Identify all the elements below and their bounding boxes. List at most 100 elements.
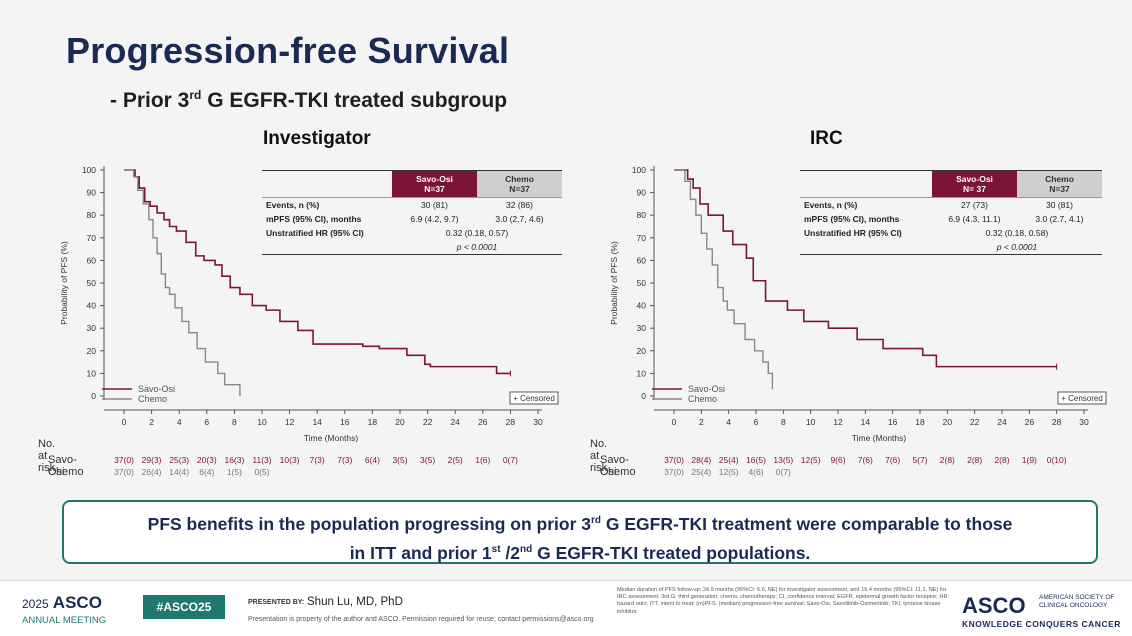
x-tick-label: 2 <box>699 417 704 427</box>
risk-chemo-cell: 37(0) <box>114 467 134 477</box>
x-tick-label: 26 <box>478 417 488 427</box>
risk-header: No. at risk <box>590 438 608 474</box>
risk-chemo-cell: 25(4) <box>691 467 712 477</box>
x-tick-label: 22 <box>970 417 980 427</box>
savo-column-header: Savo-Osi N=37 <box>392 170 477 198</box>
risk-savo-cell: 1(9) <box>1021 455 1037 465</box>
conclusion-line-2: in ITT and prior 1st /2nd G EGFR-TKI tre… <box>349 542 811 563</box>
x-tick-label: 24 <box>450 417 460 427</box>
legend-label: Savo-Osi <box>688 384 725 394</box>
risk-savo-cell: 16(5) <box>746 455 766 465</box>
x-tick-label: 20 <box>943 417 953 427</box>
risk-savo-cell: 0(7) <box>502 455 518 465</box>
asco-logo: ASCO <box>962 593 1026 618</box>
footer: 2025 ASCO ANNUAL MEETING #ASCO25 PRESENT… <box>0 580 1132 636</box>
censored-key: + Censored <box>509 391 559 405</box>
irc-title: IRC <box>810 128 843 149</box>
chemo-column-header: Chemo N=37 <box>477 170 562 198</box>
risk-savo-cell: 3(5) <box>392 455 408 465</box>
x-tick-label: 8 <box>232 417 237 427</box>
x-tick-label: 12 <box>833 417 843 427</box>
x-tick-label: 4 <box>177 417 182 427</box>
savo-column-header: Savo-Osi N= 37 <box>932 170 1017 198</box>
risk-chemo-cell: 0(7) <box>775 467 791 477</box>
investigator-stats-table: Savo-Osi N=37 Chemo N=37 Events, n (%) 30 (… <box>262 170 562 255</box>
risk-chemo-cell: 1(5) <box>226 467 242 477</box>
risk-savo-cell: 7(6) <box>885 455 901 465</box>
x-tick-label: 24 <box>997 417 1007 427</box>
risk-savo-cell: 12(5) <box>800 455 821 465</box>
x-tick-label: 14 <box>861 417 871 427</box>
tagline: KNOWLEDGE CONQUERS CANCER <box>962 619 1121 629</box>
x-tick-label: 16 <box>340 417 350 427</box>
risk-chemo-label: Chemo <box>600 466 636 478</box>
risk-savo-cell: 25(3) <box>169 455 190 465</box>
risk-savo-cell: 1(6) <box>475 455 491 465</box>
risk-savo-label: Savo-Osi <box>48 454 77 478</box>
censored-label: + Censored <box>513 394 555 403</box>
censored-box <box>1057 391 1107 405</box>
risk-savo-cell: 11(3) <box>252 455 272 465</box>
conclusion-line-1: PFS benefits in the population progressi… <box>147 513 1013 534</box>
x-tick-label: 10 <box>257 417 267 427</box>
irc-stats-table: Savo-Osi N= 37 Chemo N=37 Events, n (%) 27 … <box>800 170 1102 255</box>
y-tick-label: 30 <box>637 323 647 333</box>
stats-row: mPFS (95% CI), months 6.9 (4.3, 11.1) 3.0 … <box>804 214 1084 224</box>
y-tick-label: 80 <box>87 210 97 220</box>
y-tick-label: 10 <box>87 368 97 378</box>
risk-chemo-cell: 6(4) <box>199 467 215 477</box>
x-tick-label: 20 <box>395 417 405 427</box>
risk-savo-cell: 37(0) <box>664 455 684 465</box>
risk-savo-cell: 13(5) <box>773 455 794 465</box>
x-tick-label: 30 <box>1079 417 1089 427</box>
x-tick-label: 14 <box>312 417 322 427</box>
meeting-name: ANNUAL MEETING <box>22 615 107 626</box>
risk-savo-cell: 2(8) <box>939 455 955 465</box>
x-tick-label: 30 <box>533 417 543 427</box>
x-tick-label: 8 <box>781 417 786 427</box>
x-tick-label: 10 <box>806 417 816 427</box>
x-tick-label: 2 <box>149 417 154 427</box>
risk-chemo-cell: 12(5) <box>718 467 739 477</box>
meeting-logo: 2025 ASCO <box>22 593 102 612</box>
investigator-title: Investigator <box>263 128 371 149</box>
stats-row: Unstratified HR (95% CI) 0.32 (0.18, 0.58… <box>804 228 1049 238</box>
stats-row: Events, n (%) 27 (73) 30 (81) <box>804 200 1073 210</box>
risk-savo-cell: 2(8) <box>967 455 983 465</box>
x-tick-label: 28 <box>506 417 516 427</box>
risk-savo-cell: 37(0) <box>114 455 134 465</box>
x-tick-label: 12 <box>285 417 295 427</box>
legend-label: Chemo <box>138 394 167 404</box>
censored-box <box>509 391 559 405</box>
risk-savo-cell: 20(3) <box>196 455 217 465</box>
stats-row: mPFS (95% CI), months 6.9 (4.2, 9.7) 3.0 (… <box>266 214 544 224</box>
chemo-curve <box>674 169 774 390</box>
y-tick-label: 0 <box>91 391 96 401</box>
stats-row: p < 0.0001 <box>262 240 562 255</box>
x-tick-label: 0 <box>122 417 127 427</box>
y-tick-label: 20 <box>87 346 97 356</box>
page-title: Progression-free Survival <box>66 30 510 71</box>
savo-osi-curve <box>674 169 1057 368</box>
risk-chemo-label: Chemo <box>48 466 84 478</box>
y-tick-label: 0 <box>641 391 646 401</box>
risk-savo-cell: 0(10) <box>1046 455 1067 465</box>
chemo-curve <box>124 169 241 396</box>
risk-savo-cell: 7(3) <box>337 455 353 465</box>
y-tick-label: 90 <box>637 188 647 198</box>
risk-savo-cell: 16(3) <box>224 455 245 465</box>
chemo-column-header: Chemo N=37 <box>1017 170 1102 198</box>
risk-chemo-cell: 14(4) <box>169 467 190 477</box>
y-tick-label: 40 <box>87 301 97 311</box>
footnotes: Median duration of PFS follow-up: 24.9 m… <box>617 587 950 615</box>
risk-savo-cell: 10(3) <box>279 455 300 465</box>
risk-savo-label: Savo-Osi <box>600 454 629 478</box>
y-axis-label: Probability of PFS (%) <box>59 241 69 325</box>
stats-row: Unstratified HR (95% CI) 0.32 (0.18, 0.57… <box>266 228 509 238</box>
risk-savo-cell: 5(7) <box>912 455 928 465</box>
y-tick-label: 50 <box>637 278 647 288</box>
x-tick-label: 26 <box>1025 417 1035 427</box>
censored-label: + Censored <box>1061 394 1103 403</box>
